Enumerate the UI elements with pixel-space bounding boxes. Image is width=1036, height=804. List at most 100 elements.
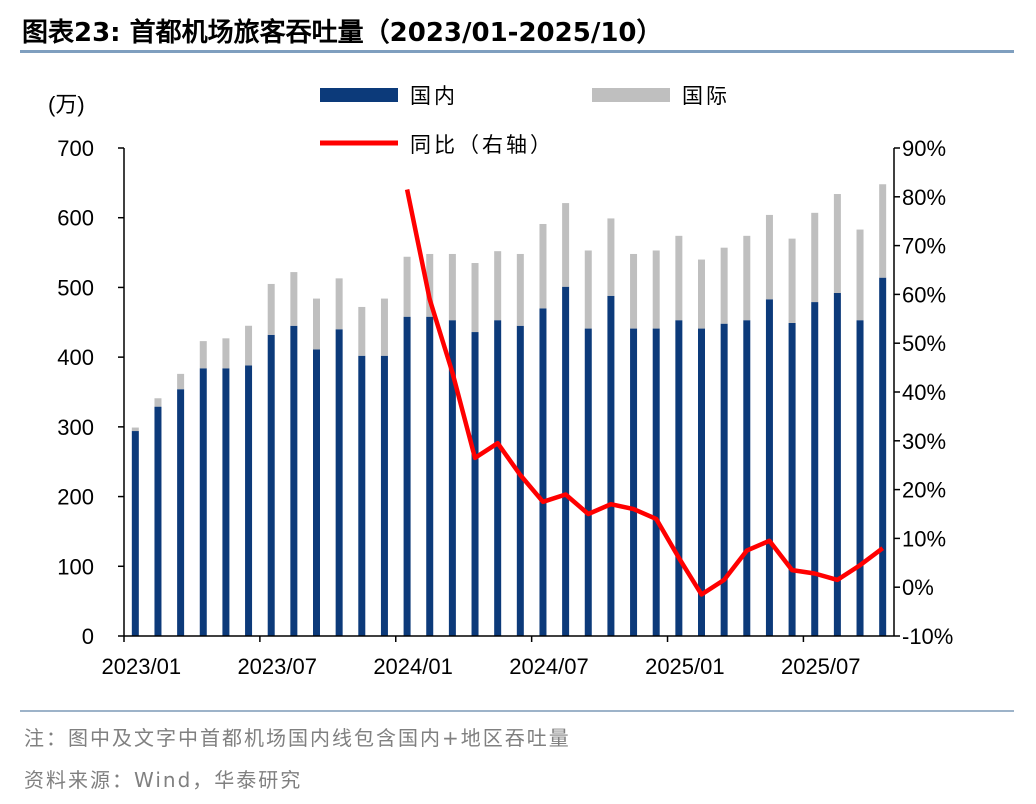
bar-international — [539, 223, 547, 309]
legend-label-international: 国际 — [682, 84, 730, 108]
bar-international — [607, 218, 615, 296]
bar-international — [313, 298, 320, 350]
bar-international — [720, 247, 728, 324]
chart-title: 图表23: 首都机场旅客吞吐量（2023/01-2025/10） — [22, 18, 663, 48]
yoy-line-layer — [404, 189, 885, 597]
x-axis-tick-label: 2025/07 — [781, 654, 861, 679]
bar-domestic — [516, 325, 524, 636]
bar-domestic — [154, 406, 162, 636]
title-divider — [20, 50, 1014, 53]
bar-domestic — [290, 325, 298, 636]
right-axis-tick-label: 10% — [902, 526, 946, 551]
bar-international — [335, 278, 343, 330]
bar-international — [788, 238, 796, 323]
bar-international — [471, 263, 479, 333]
legend-swatch-domestic — [320, 88, 398, 102]
bar-international — [494, 251, 502, 321]
bar-domestic — [856, 320, 864, 636]
bar-international — [698, 259, 705, 329]
bar-domestic — [788, 322, 796, 636]
right-axis-tick-label: 20% — [902, 478, 946, 503]
bar-domestic — [358, 355, 366, 636]
legend: 国内 国际 同比（右轴） — [320, 84, 730, 157]
bar-domestic — [267, 334, 275, 636]
bar-domestic — [584, 328, 592, 636]
legend-label-yoy: 同比（右轴） — [410, 133, 554, 157]
bar-domestic — [131, 431, 139, 636]
bar-international — [131, 427, 139, 432]
bar-domestic — [313, 349, 320, 636]
bar-domestic — [630, 328, 638, 636]
bar-international — [630, 253, 638, 329]
right-axis-tick-label: 30% — [902, 429, 946, 454]
bar-international — [199, 341, 207, 369]
bar-domestic — [426, 316, 434, 636]
bar-domestic — [811, 302, 819, 636]
right-axis-tick-label: 50% — [902, 331, 946, 356]
bar-international — [267, 283, 275, 335]
bar-domestic — [562, 286, 570, 636]
legend-label-domestic: 国内 — [410, 84, 458, 108]
bar-international — [856, 229, 864, 321]
bar-domestic — [833, 293, 841, 636]
left-axis-tick-label: 100 — [57, 554, 94, 579]
bar-international — [403, 256, 411, 317]
bar-international — [154, 398, 162, 407]
right-axis-tick-label: 0% — [902, 575, 934, 600]
bar-international — [380, 298, 388, 356]
bars-layer — [131, 184, 887, 636]
bar-international — [222, 338, 230, 369]
right-axis-tick-label: 70% — [902, 234, 946, 259]
bar-international — [765, 214, 773, 300]
bar-international — [562, 203, 570, 287]
x-axis-tick-label: 2025/01 — [645, 654, 725, 679]
bar-domestic — [743, 320, 751, 636]
left-axis-tick-label: 300 — [57, 415, 94, 440]
left-axis-unit: (万) — [48, 92, 85, 117]
bar-domestic — [245, 365, 253, 636]
bar-domestic — [177, 389, 185, 636]
left-axis-tick-label: 600 — [57, 206, 94, 231]
bar-domestic — [199, 368, 207, 636]
bar-international — [448, 253, 456, 321]
bar-international — [652, 250, 660, 329]
legend-swatch-international — [592, 88, 670, 102]
bar-international — [358, 306, 366, 356]
right-axis-tick-label: 80% — [902, 185, 946, 210]
left-axis-tick-label: 500 — [57, 275, 94, 300]
bar-domestic — [652, 328, 660, 636]
bar-international — [811, 212, 819, 303]
bar-international — [584, 250, 592, 329]
bar-international — [879, 184, 887, 278]
bar-domestic — [539, 308, 547, 636]
x-axis-tick-label: 2024/07 — [509, 654, 589, 679]
bar-domestic — [698, 328, 705, 636]
bar-international — [290, 272, 298, 326]
bar-domestic — [471, 332, 479, 636]
bar-domestic — [222, 368, 230, 636]
bar-international — [675, 235, 683, 321]
right-axis-tick-label: 60% — [902, 282, 946, 307]
bar-domestic — [403, 316, 411, 636]
bar-domestic — [607, 295, 615, 636]
right-axis-tick-label: 90% — [902, 136, 946, 161]
footer-divider — [20, 710, 1014, 712]
right-axis-tick-label: -10% — [902, 624, 953, 649]
bar-domestic — [494, 320, 502, 636]
left-axis-tick-label: 200 — [57, 485, 94, 510]
bar-domestic — [448, 320, 456, 636]
x-axis-tick-label: 2024/01 — [373, 654, 453, 679]
chart-canvas: 0 100 200 300 400 500 600 700 -10% 0% 10% 20% 30% 40%… — [48, 84, 953, 679]
bar-domestic — [765, 299, 773, 636]
axes-layer: 0 100 200 300 400 500 600 700 -10% 0% 10% 20% 30% 40%… — [57, 136, 953, 679]
bar-international — [516, 253, 524, 326]
bar-international — [743, 235, 751, 321]
x-axis-tick-label: 2023/07 — [237, 654, 317, 679]
x-axis-tick-label: 2023/01 — [102, 654, 182, 679]
left-axis-tick-label: 700 — [57, 136, 94, 161]
right-axis-tick-label: 40% — [902, 380, 946, 405]
bar-domestic — [335, 329, 343, 636]
bar-domestic — [879, 277, 887, 636]
bar-domestic — [720, 323, 728, 636]
bar-international — [245, 325, 253, 366]
